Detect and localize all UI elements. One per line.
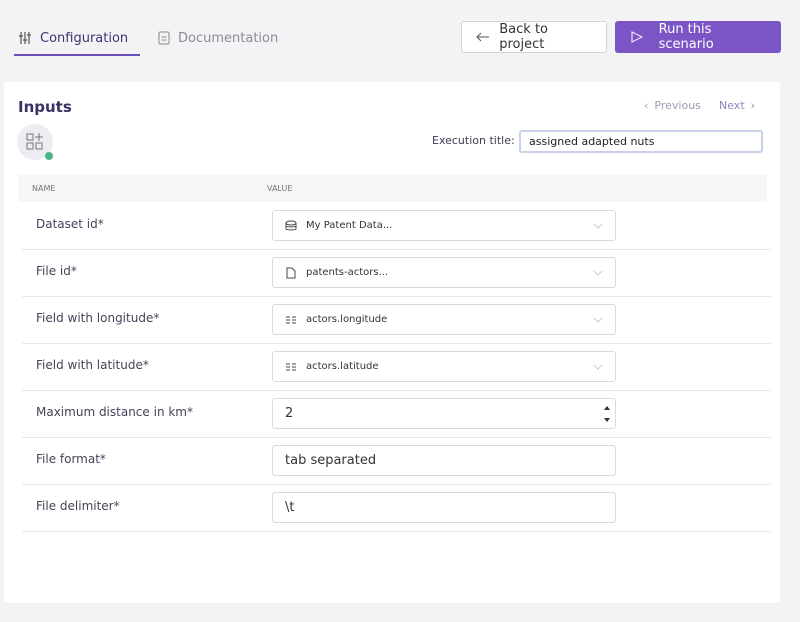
icon: [286, 363, 296, 370]
execution-title-label: Execution title:: [432, 134, 515, 147]
table-row: File format* tab separated: [22, 437, 771, 485]
next-link[interactable]: Next ›: [719, 99, 755, 112]
text-input[interactable]: \t: [272, 492, 616, 523]
row-label: Field with latitude*: [36, 358, 149, 372]
row-label: Field with longitude*: [36, 311, 160, 325]
icon: [158, 31, 170, 45]
select[interactable]: My Patent Data...: [272, 210, 616, 241]
text-input[interactable]: 2: [272, 398, 616, 429]
row-label: File id*: [36, 264, 77, 278]
select[interactable]: patents-actors...: [272, 257, 616, 288]
icon: [26, 133, 53, 160]
execution-title-input[interactable]: assigned adapted nuts: [519, 130, 763, 153]
add-widget-icon[interactable]: [17, 124, 53, 160]
link-label: Previous: [654, 99, 701, 112]
previous-link[interactable]: ‹ Previous: [644, 99, 701, 112]
row-label: Maximum distance in km*: [36, 405, 193, 419]
table-row: Dataset id* My Patent Data...: [22, 202, 771, 250]
run-button[interactable]: Run this scenario: [615, 21, 781, 53]
field-value: 2: [285, 406, 294, 421]
field-value: tab separated: [285, 453, 377, 468]
table-row: File delimiter* \t: [22, 484, 771, 532]
button-label: Run this scenario: [658, 22, 714, 52]
tab-label: Configuration: [40, 30, 129, 46]
row-label: File format*: [36, 452, 106, 466]
icon: [285, 220, 297, 230]
text-input[interactable]: tab separated: [272, 445, 616, 476]
field-value: actors.latitude: [306, 361, 379, 372]
dropdown-arrow: [593, 364, 603, 370]
field-value: \t: [285, 500, 295, 515]
select[interactable]: actors.longitude: [272, 304, 616, 335]
tab-label: Documentation: [178, 30, 279, 46]
button-label: Back to project: [499, 22, 548, 52]
dropdown-arrow: [593, 270, 603, 276]
icon: [476, 32, 489, 42]
spinner[interactable]: [603, 404, 611, 424]
icon: [286, 316, 296, 323]
table-row: File id* patents-actors...: [22, 249, 771, 297]
field-value: actors.longitude: [306, 314, 388, 325]
link-label: Next: [719, 99, 745, 112]
column-header: VALUE: [267, 184, 293, 193]
tab-underline: [14, 54, 140, 56]
select[interactable]: actors.latitude: [272, 351, 616, 382]
panel-title: Inputs: [18, 98, 72, 116]
dropdown-arrow: [593, 317, 603, 323]
row-label: Dataset id*: [36, 217, 104, 231]
table-row: Field with latitude* actors.latitude: [22, 343, 771, 391]
icon: [631, 31, 643, 43]
chevron: ›: [750, 99, 756, 112]
panel: Inputs ‹ Previous Next › Execution title: …: [4, 82, 780, 603]
back-button[interactable]: Back to project: [461, 21, 607, 53]
table-header: NAME VALUE: [18, 175, 767, 202]
chevron: ‹: [644, 99, 649, 112]
icon: [19, 32, 31, 44]
table-row: Field with longitude* actors.longitude: [22, 296, 771, 344]
tab-configuration[interactable]: Configuration: [18, 28, 128, 48]
field-value: My Patent Data...: [306, 220, 393, 231]
column-header: NAME: [32, 184, 56, 193]
field-value: patents-actors...: [306, 267, 389, 278]
icon: [286, 267, 296, 278]
row-label: File delimiter*: [36, 499, 120, 513]
table-row: Maximum distance in km* 2: [22, 390, 771, 438]
dropdown-arrow: [593, 223, 603, 229]
tab-documentation[interactable]: Documentation: [158, 28, 278, 48]
